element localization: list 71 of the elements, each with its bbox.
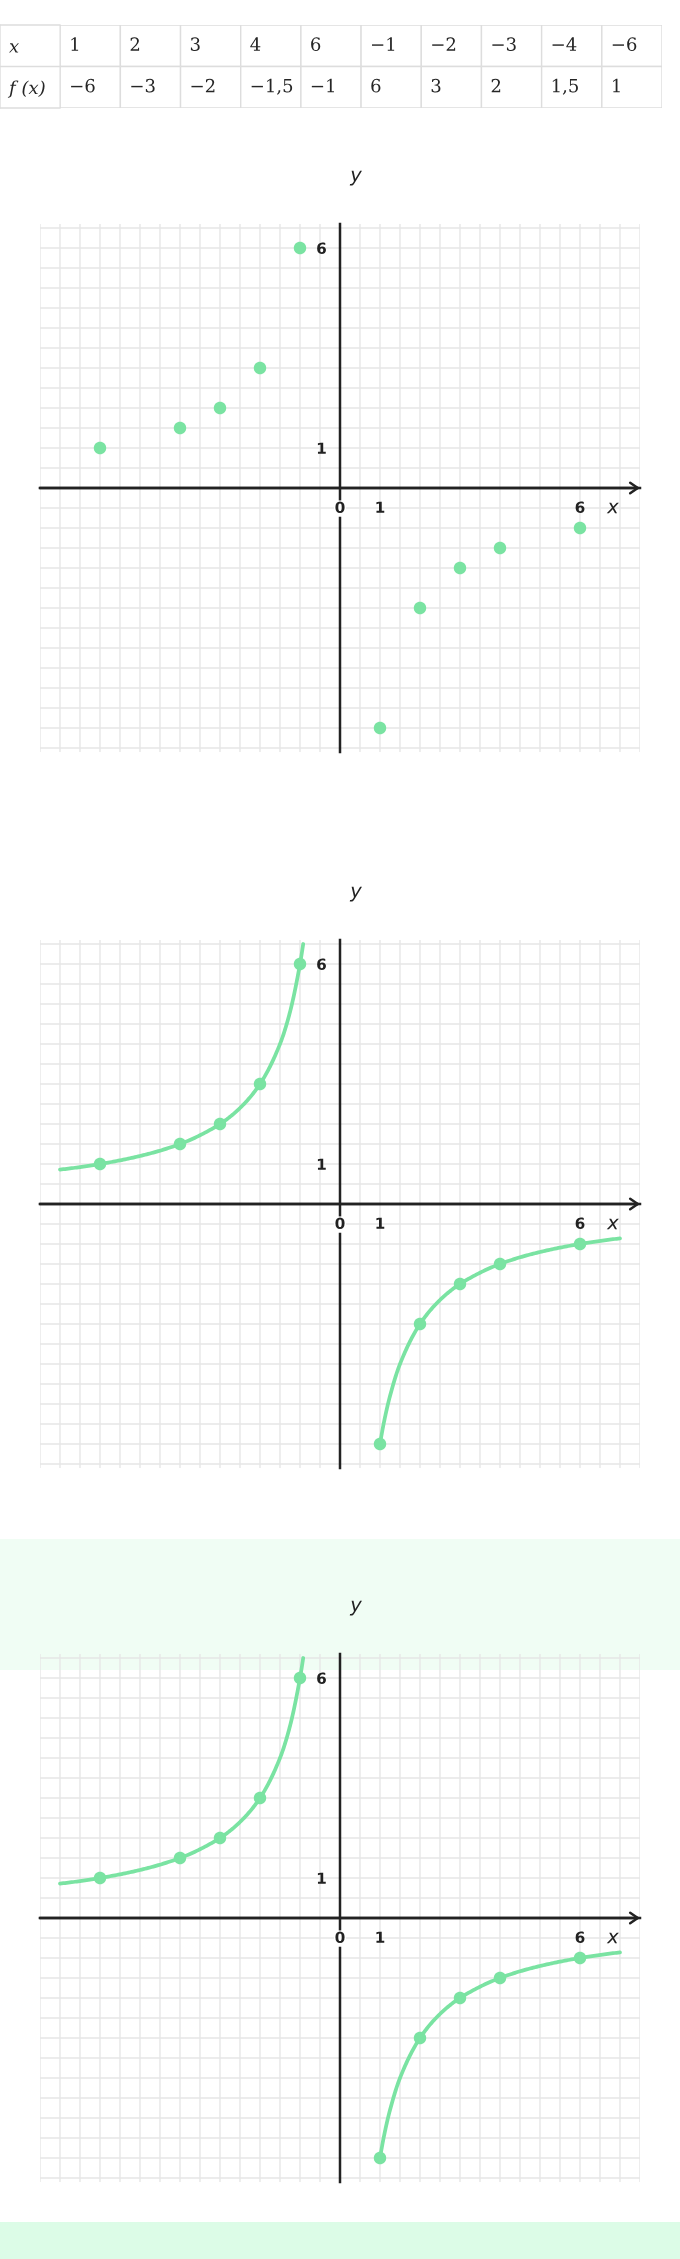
data-label: 3	[431, 78, 441, 93]
data-label: 6	[371, 78, 381, 93]
point	[493, 1971, 507, 1985]
x-tick-label: 1	[376, 1217, 385, 1229]
y-axis-title: y	[349, 1600, 362, 1616]
y-tick-label: 1	[317, 442, 326, 454]
point	[213, 1831, 227, 1845]
point	[453, 561, 467, 575]
data-label: −2	[191, 78, 215, 93]
point	[173, 1137, 187, 1151]
y-tick-label: 6	[317, 242, 326, 255]
y-axis-title: y	[349, 886, 362, 902]
point	[93, 1871, 107, 1885]
point	[453, 1277, 467, 1291]
data-label: 2	[130, 37, 140, 51]
data-label: −1	[372, 37, 395, 51]
y-tick-label: 1	[317, 1872, 326, 1884]
point	[373, 2151, 387, 2165]
data-label: −4	[552, 37, 577, 51]
point	[93, 441, 107, 455]
point	[213, 1117, 227, 1131]
y-axis-title: y	[349, 170, 362, 186]
x-axis-title: x	[606, 1218, 619, 1230]
x-tick-label: 0	[335, 1217, 345, 1230]
point	[253, 361, 267, 375]
x-axis-title: x	[606, 1932, 619, 1944]
data-label: −2	[432, 37, 456, 51]
data-label: 1	[71, 37, 79, 51]
point	[253, 1791, 267, 1805]
point	[413, 601, 427, 615]
point	[413, 1317, 427, 1331]
point	[293, 957, 307, 971]
data-label: 4	[250, 37, 261, 51]
point	[253, 1077, 267, 1091]
point	[213, 401, 227, 415]
x-tick-label: 1	[376, 501, 385, 513]
point	[493, 1257, 507, 1271]
data-label: 3	[190, 37, 200, 51]
y-tick-label: 6	[317, 958, 326, 971]
data-label: −6	[71, 78, 95, 93]
point	[453, 1991, 467, 2005]
x-tick-label: 0	[335, 501, 345, 514]
point	[173, 421, 187, 435]
x-tick-label: 1	[376, 1931, 385, 1943]
x-axis-title: x	[606, 502, 619, 514]
point	[573, 1237, 587, 1251]
y-tick-label: 6	[317, 1672, 326, 1685]
x-tick-label: 6	[575, 501, 585, 514]
point	[493, 541, 507, 555]
point	[173, 1851, 187, 1865]
point	[93, 1157, 107, 1171]
x-tick-label: 0	[335, 1931, 345, 1944]
y-tick-label: 1	[317, 1158, 326, 1170]
data-label: −1,5	[251, 78, 293, 95]
data-label: −1	[311, 78, 334, 93]
data-label: −6	[612, 37, 637, 51]
point	[573, 521, 587, 535]
data-label: 1	[613, 78, 620, 93]
y-tick-label: f (x)	[7, 80, 45, 98]
point	[413, 2031, 427, 2045]
point	[293, 1671, 307, 1685]
point	[373, 721, 387, 735]
point	[293, 241, 307, 255]
data-label: 1,5	[552, 78, 578, 95]
x-tick-label: 6	[575, 1217, 585, 1230]
point	[373, 1437, 387, 1451]
point	[573, 1951, 587, 1965]
data-label: −3	[131, 78, 155, 93]
data-label: 2	[491, 78, 501, 93]
data-label: −3	[492, 37, 516, 51]
x-tick-label: 6	[575, 1931, 585, 1944]
